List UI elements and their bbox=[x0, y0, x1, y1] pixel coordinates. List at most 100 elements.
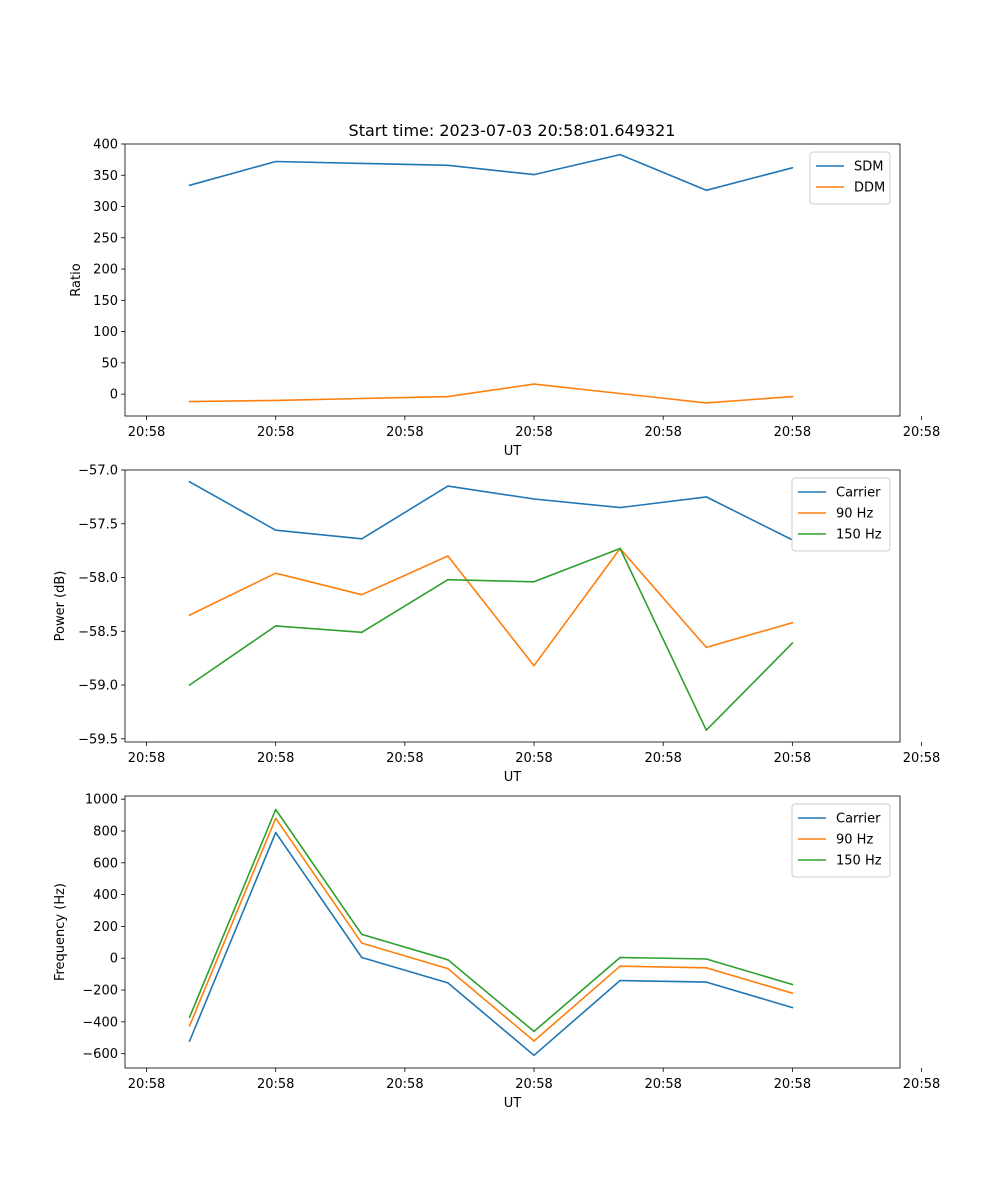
panel-1: 20:58 20:58 20:58 20:58 20:58 20:58 20:58 0 50 10… bbox=[69, 138, 940, 460]
y-axis-label: Power (dB) bbox=[53, 571, 68, 642]
series-line-sdm bbox=[188, 153, 794, 192]
y-tick-label: −200 bbox=[82, 984, 118, 999]
x-tick-label: 20:58 bbox=[644, 425, 681, 440]
data-point bbox=[705, 729, 708, 731]
series-line-150-hz bbox=[188, 547, 794, 732]
y-tick-label: −600 bbox=[82, 1047, 118, 1062]
data-point bbox=[791, 642, 794, 644]
data-point bbox=[274, 572, 277, 575]
data-point bbox=[274, 625, 277, 627]
x-tick-label: 20:58 bbox=[903, 751, 940, 766]
data-point bbox=[705, 646, 708, 649]
y-tick-label: 350 bbox=[93, 169, 118, 184]
data-point bbox=[791, 166, 794, 169]
legend-entry: Carrier bbox=[836, 486, 881, 501]
y-axis-label: Frequency (Hz) bbox=[53, 883, 68, 981]
axes-frame bbox=[124, 795, 901, 1069]
data-point bbox=[705, 958, 708, 960]
data-point bbox=[533, 1040, 535, 1042]
data-point bbox=[361, 593, 363, 596]
x-axis-label: UT bbox=[504, 770, 522, 785]
y-tick-label: −58.5 bbox=[78, 625, 118, 640]
legend-entry: 150 Hz bbox=[836, 528, 882, 543]
data-point bbox=[619, 979, 621, 982]
data-point bbox=[791, 992, 794, 995]
legend-entry: SDM bbox=[854, 160, 883, 175]
data-point bbox=[274, 399, 277, 402]
figure-title: Start time: 2023-07-03 20:58:01.649321 bbox=[349, 121, 676, 140]
data-point bbox=[447, 485, 449, 487]
y-tick-label: 800 bbox=[93, 824, 118, 839]
y-tick-label: 400 bbox=[93, 138, 118, 153]
data-point bbox=[361, 538, 363, 540]
data-point bbox=[533, 383, 535, 385]
data-point bbox=[361, 956, 363, 959]
series-line-ddm bbox=[188, 383, 794, 404]
data-point bbox=[791, 621, 794, 624]
legend-box bbox=[791, 477, 891, 552]
y-tick-label: −57.0 bbox=[78, 464, 118, 479]
data-point bbox=[361, 397, 363, 400]
y-tick-label: 50 bbox=[101, 356, 118, 371]
data-point bbox=[619, 965, 621, 967]
y-tick-label: 0 bbox=[110, 952, 118, 967]
data-point bbox=[705, 981, 708, 983]
data-point bbox=[447, 982, 449, 984]
data-point bbox=[274, 831, 277, 834]
data-point bbox=[447, 578, 449, 581]
data-point bbox=[274, 160, 277, 163]
series-line-90-hz bbox=[188, 817, 794, 1042]
y-tick-label: 150 bbox=[93, 294, 118, 309]
series-line-150-hz bbox=[188, 808, 794, 1033]
series-line-90-hz bbox=[188, 547, 794, 667]
axes-frame bbox=[124, 143, 901, 417]
y-tick-label: −400 bbox=[82, 1015, 118, 1030]
data-point bbox=[274, 808, 277, 811]
y-tick-label: 200 bbox=[93, 263, 118, 278]
panel-2: 20:58 20:58 20:58 20:58 20:58 20:58 20:58 −59.5… bbox=[53, 464, 940, 786]
legend: SDM DDM bbox=[809, 151, 891, 205]
legend-entry: DDM bbox=[854, 181, 885, 196]
data-point bbox=[188, 614, 191, 616]
data-point bbox=[361, 942, 363, 944]
series-line-carrier bbox=[188, 480, 794, 541]
x-tick-label: 20:58 bbox=[128, 425, 165, 440]
data-point bbox=[619, 547, 621, 550]
data-point bbox=[447, 967, 449, 970]
data-point bbox=[791, 983, 794, 986]
data-point bbox=[705, 496, 708, 498]
data-point bbox=[533, 1030, 535, 1033]
data-point bbox=[447, 395, 449, 398]
y-tick-label: −57.5 bbox=[78, 517, 118, 532]
data-point bbox=[274, 529, 277, 532]
series-line-carrier bbox=[188, 831, 794, 1057]
x-axis-label: UT bbox=[504, 1096, 522, 1111]
x-tick-label: 20:58 bbox=[257, 751, 294, 766]
data-point bbox=[361, 631, 363, 634]
data-point bbox=[447, 164, 449, 167]
data-point bbox=[361, 933, 363, 936]
y-tick-label: −58.0 bbox=[78, 571, 118, 586]
axes-frame bbox=[124, 469, 901, 743]
data-point bbox=[447, 555, 449, 557]
data-point bbox=[533, 664, 535, 667]
x-tick-label: 20:58 bbox=[515, 1077, 552, 1092]
y-tick-label: 1000 bbox=[85, 793, 118, 808]
data-point bbox=[188, 1040, 191, 1042]
y-tick-label: −59.0 bbox=[78, 679, 118, 694]
legend-entry: Carrier bbox=[836, 812, 881, 827]
data-point bbox=[705, 189, 708, 192]
data-point bbox=[791, 395, 794, 398]
x-tick-label: 20:58 bbox=[386, 425, 423, 440]
x-tick-label: 20:58 bbox=[515, 425, 552, 440]
x-tick-label: 20:58 bbox=[903, 1077, 940, 1092]
data-point bbox=[274, 817, 277, 820]
y-tick-label: 250 bbox=[93, 231, 118, 246]
data-point bbox=[619, 506, 621, 509]
data-point bbox=[619, 392, 621, 395]
x-tick-label: 20:58 bbox=[774, 751, 811, 766]
x-tick-label: 20:58 bbox=[774, 1077, 811, 1092]
y-tick-label: 300 bbox=[93, 200, 118, 215]
data-point bbox=[188, 684, 191, 686]
